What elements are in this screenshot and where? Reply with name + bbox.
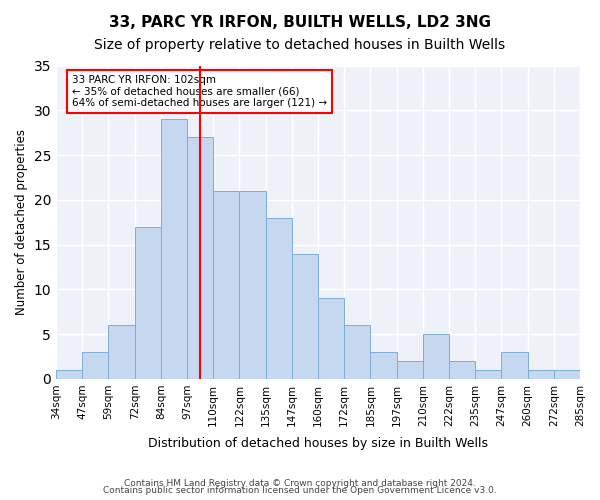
Bar <box>161 119 187 379</box>
Bar <box>475 370 502 379</box>
Bar <box>554 370 580 379</box>
Bar <box>56 370 82 379</box>
Text: Contains HM Land Registry data © Crown copyright and database right 2024.: Contains HM Land Registry data © Crown c… <box>124 478 476 488</box>
Bar <box>527 370 554 379</box>
Text: Size of property relative to detached houses in Builth Wells: Size of property relative to detached ho… <box>94 38 506 52</box>
Bar <box>109 325 134 379</box>
Bar <box>502 352 527 379</box>
Bar <box>213 191 239 379</box>
Bar <box>239 191 266 379</box>
Text: 33, PARC YR IRFON, BUILTH WELLS, LD2 3NG: 33, PARC YR IRFON, BUILTH WELLS, LD2 3NG <box>109 15 491 30</box>
Bar <box>266 218 292 379</box>
Bar <box>82 352 109 379</box>
Bar <box>423 334 449 379</box>
Bar <box>370 352 397 379</box>
Bar <box>397 361 423 379</box>
Bar <box>292 254 318 379</box>
Bar <box>318 298 344 379</box>
Text: Contains public sector information licensed under the Open Government Licence v3: Contains public sector information licen… <box>103 486 497 495</box>
Bar <box>187 137 213 379</box>
Bar <box>344 325 370 379</box>
Y-axis label: Number of detached properties: Number of detached properties <box>15 129 28 315</box>
X-axis label: Distribution of detached houses by size in Builth Wells: Distribution of detached houses by size … <box>148 437 488 450</box>
Bar <box>134 226 161 379</box>
Bar <box>449 361 475 379</box>
Text: 33 PARC YR IRFON: 102sqm
← 35% of detached houses are smaller (66)
64% of semi-d: 33 PARC YR IRFON: 102sqm ← 35% of detach… <box>72 75 327 108</box>
